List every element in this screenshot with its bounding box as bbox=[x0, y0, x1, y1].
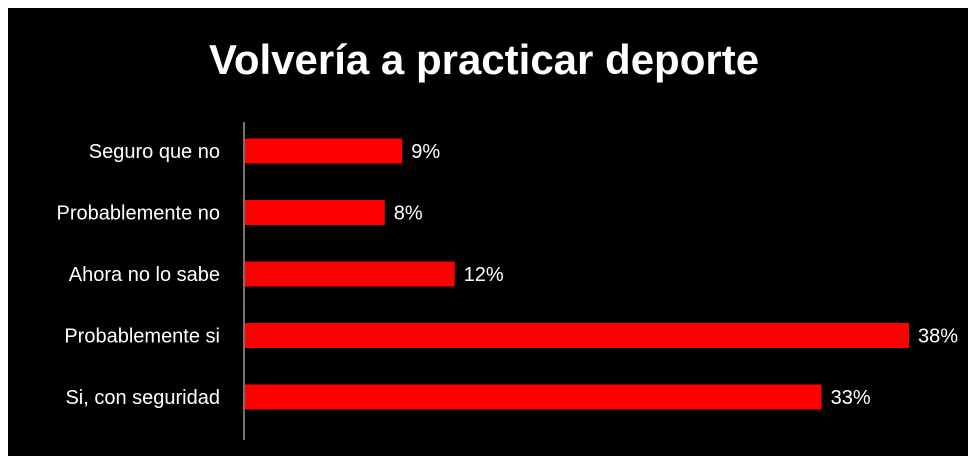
chart-title: Volvería a practicar deporte bbox=[209, 36, 759, 83]
bar bbox=[245, 323, 909, 348]
bar bbox=[245, 200, 385, 225]
bar bbox=[245, 138, 403, 164]
data-label: 38% bbox=[918, 326, 958, 348]
category-label: Probablemente no bbox=[57, 203, 220, 225]
category-label: Ahora no lo sabe bbox=[69, 264, 220, 286]
data-label: 9% bbox=[411, 141, 440, 163]
bars-group: Seguro que no 9% Probablemente no 8% Ahora n… bbox=[57, 138, 958, 410]
data-label: 8% bbox=[394, 203, 423, 225]
bar bbox=[245, 384, 822, 410]
chart-background bbox=[8, 8, 968, 456]
category-label: Si, con seguridad bbox=[65, 387, 220, 409]
category-label: Seguro que no bbox=[89, 141, 220, 163]
data-label: 33% bbox=[831, 387, 871, 409]
category-label: Probablemente si bbox=[64, 326, 220, 348]
bar bbox=[245, 261, 455, 287]
data-label: 12% bbox=[464, 264, 504, 286]
